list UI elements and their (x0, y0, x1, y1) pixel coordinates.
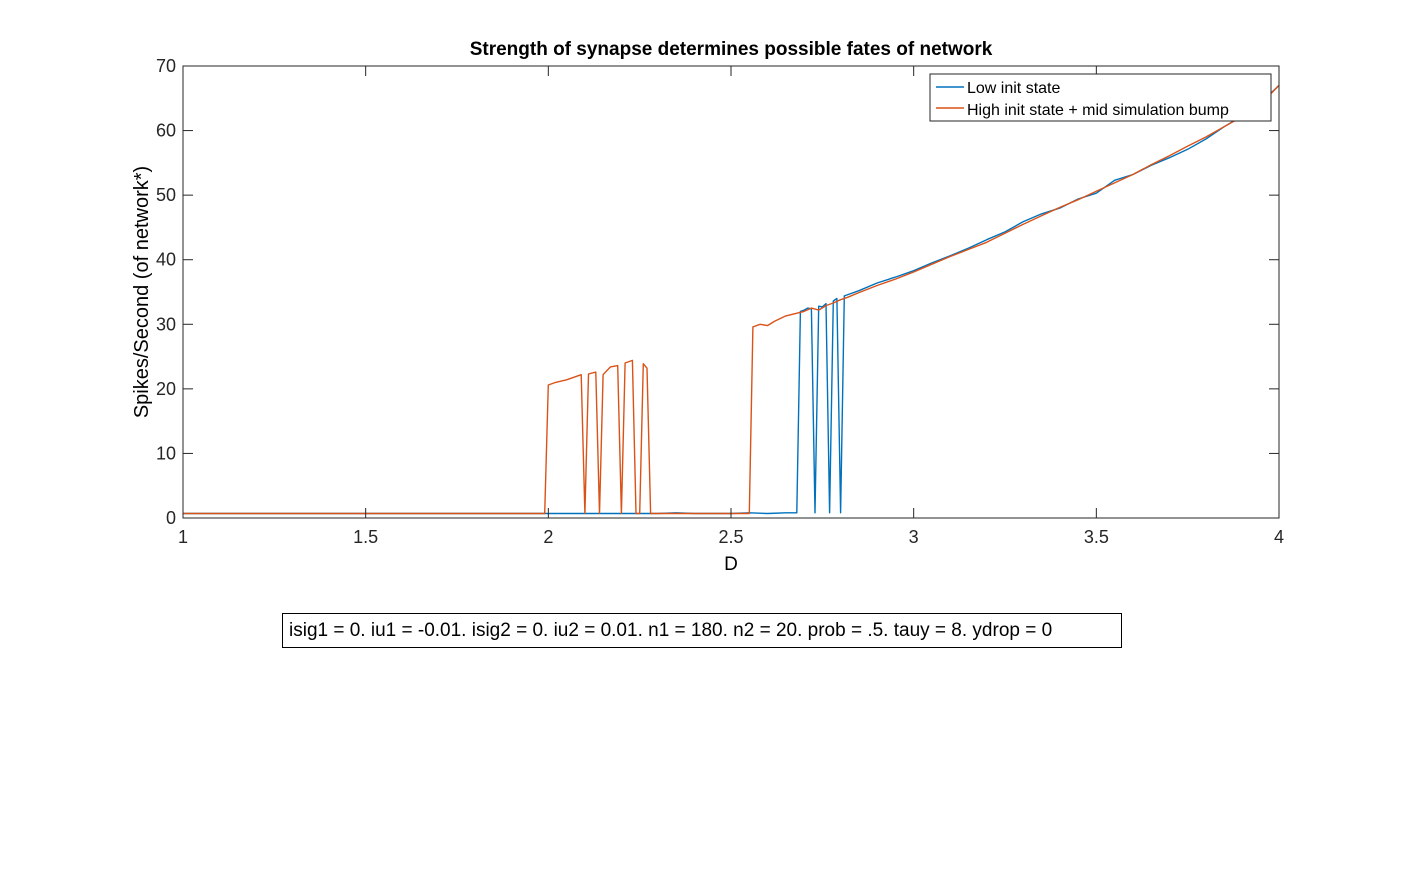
y-axis-label: Spikes/Second (of network*) (131, 166, 153, 418)
y-tick-label: 0 (166, 508, 176, 528)
x-tick-label: 1 (178, 527, 188, 547)
y-tick-label: 50 (156, 185, 176, 205)
legend-label-high-init: High init state + mid simulation bump (967, 102, 1229, 119)
y-tick-label: 40 (156, 250, 176, 270)
x-tick-label: 2 (543, 527, 553, 547)
x-tick-label: 3 (909, 527, 919, 547)
x-tick-label: 1.5 (353, 527, 378, 547)
plot-area (183, 84, 1280, 515)
y-tick-label: 30 (156, 314, 176, 334)
chart-title: Strength of synapse determines possible … (470, 39, 993, 60)
legend: Low init state High init state + mid sim… (929, 73, 1272, 122)
parameter-annotation-text: isig1 = 0. iu1 = -0.01. isig2 = 0. iu2 =… (289, 620, 1053, 641)
y-tick-label: 60 (156, 121, 176, 141)
x-tick-label: 3.5 (1084, 527, 1109, 547)
parameter-annotation-box: isig1 = 0. iu1 = -0.01. isig2 = 0. iu2 =… (282, 613, 1122, 648)
series-line-1 (183, 84, 1280, 515)
x-axis-label: D (724, 554, 738, 575)
legend-box (929, 73, 1272, 122)
y-tick-label: 10 (156, 443, 176, 463)
y-tick-label: 70 (156, 56, 176, 76)
y-axis: 0 10 20 30 40 50 60 70 (156, 56, 1279, 528)
x-tick-label: 2.5 (718, 527, 743, 547)
x-axis: 1 1.5 2 2.5 3 3.5 4 (178, 66, 1284, 547)
x-tick-label: 4 (1274, 527, 1284, 547)
y-tick-label: 20 (156, 379, 176, 399)
legend-label-low-init: Low init state (967, 80, 1060, 97)
